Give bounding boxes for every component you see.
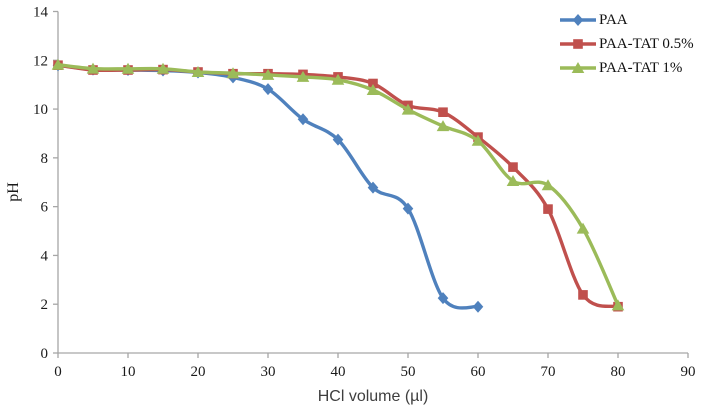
data-point-diamond [472,300,484,313]
data-point-triangle [86,62,100,74]
x-tick-label: 80 [611,364,626,380]
y-tick-label: 4 [41,248,49,264]
data-point-triangle [226,67,240,79]
x-tick-label: 90 [681,364,696,380]
data-point-square [438,107,448,117]
x-tick-label: 40 [331,364,346,380]
y-tick-label: 2 [41,297,49,313]
series-line-diamond [56,63,480,310]
data-point-diamond [367,181,379,194]
x-tick-label: 30 [261,364,276,380]
y-tick-label: 14 [33,5,49,21]
legend-label: PAA [599,11,628,28]
x-tick-label: 0 [54,364,62,380]
data-point-triangle [191,66,205,77]
data-point-triangle [331,73,345,85]
y-tick-label: 6 [41,200,49,216]
data-point-triangle [261,68,275,80]
data-point-diamond [332,133,344,146]
data-point-triangle [296,70,310,82]
x-tick-label: 20 [191,364,206,380]
legend-item-paa-tat-1: PAA-TAT 1% [560,60,694,76]
series-line-square [56,63,620,309]
data-point-diamond [297,113,309,126]
legend-marker-square-icon [573,39,583,49]
data-point-triangle [366,84,380,95]
data-point-triangle [541,179,555,191]
legend-label: PAA-TAT 1% [599,59,683,76]
legend-marker-diamond-icon [572,14,584,26]
series-line-triangle [56,63,620,308]
data-point-square [368,78,378,89]
x-tick-label: 60 [471,364,486,380]
y-tick-label: 12 [33,53,48,69]
data-point-triangle [576,222,590,234]
legend-label: PAA-TAT 0.5% [599,35,694,52]
data-point-triangle [401,103,415,115]
data-point-diamond [262,83,274,96]
data-point-diamond [402,202,414,215]
y-axis-title: pH [5,182,22,202]
data-point-triangle [436,120,450,132]
data-point-diamond [437,292,449,305]
data-point-square [543,204,553,214]
data-point-triangle [121,62,135,74]
data-point-triangle [51,58,65,70]
data-point-triangle [506,175,520,186]
data-point-triangle [156,62,170,74]
legend-line-square-icon [560,39,596,49]
data-point-square [508,162,518,172]
data-point-square [578,290,588,300]
data-point-triangle [471,134,485,146]
x-tick-label: 10 [121,364,136,380]
data-point-triangle [611,299,625,311]
y-tick-label: 0 [41,346,49,362]
y-tick-label: 8 [41,151,49,167]
x-tick-label: 70 [541,364,556,380]
legend-item-paa-tat-05: PAA-TAT 0.5% [560,36,694,52]
legend-item-paa: PAA [560,12,694,28]
legend-line-diamond-icon [560,14,596,26]
legend: PAA PAA-TAT 0.5% PAA-TAT 1% [560,12,694,76]
legend-line-triangle-icon [560,62,596,73]
x-tick-label: 50 [401,364,416,380]
legend-marker-triangle-icon [571,62,585,73]
y-tick-label: 10 [33,102,48,118]
x-axis-title: HCl volume (µl) [317,388,429,405]
